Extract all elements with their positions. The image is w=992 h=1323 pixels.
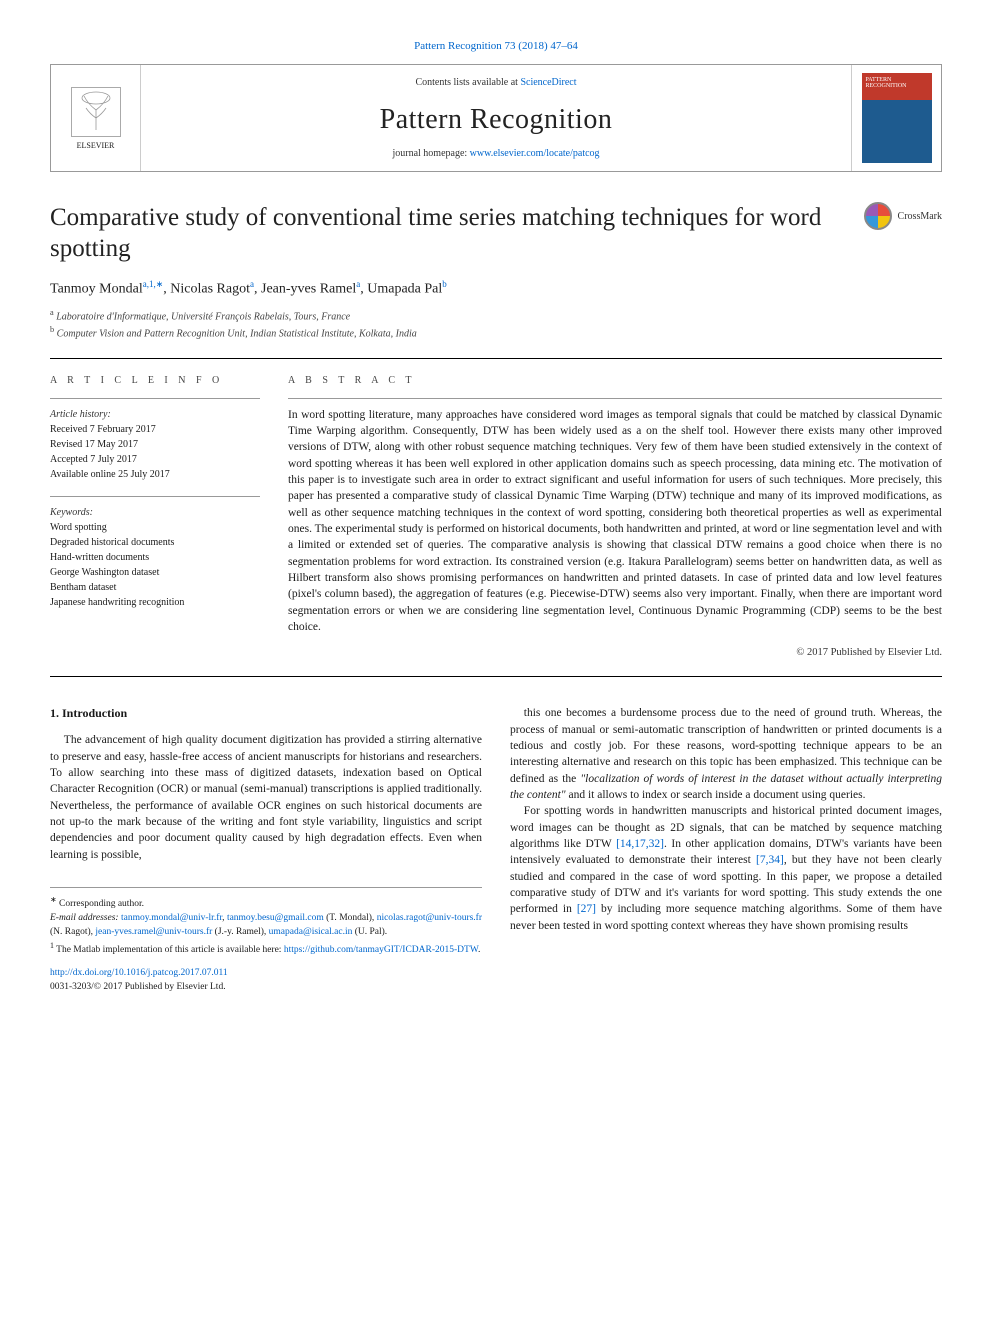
publisher-name: ELSEVIER [77, 141, 115, 150]
accepted-date: Accepted 7 July 2017 [50, 452, 260, 467]
author-3: , Jean-yves Ramel [254, 281, 356, 296]
email-link[interactable]: tanmoy.besu@gmail.com [227, 913, 324, 923]
keyword: Bentham dataset [50, 580, 260, 595]
email-link[interactable]: nicolas.ragot@univ-tours.fr [377, 913, 482, 923]
revised-date: Revised 17 May 2017 [50, 437, 260, 452]
journal-name: Pattern Recognition [151, 104, 841, 136]
history-block: Article history: Received 7 February 201… [50, 398, 260, 482]
journal-reference: Pattern Recognition 73 (2018) 47–64 [50, 40, 942, 52]
article-info-heading: A R T I C L E I N F O [50, 375, 260, 386]
affiliation-a: a Laboratoire d'Informatique, Université… [50, 307, 942, 324]
email-name: (T. Mondal), [324, 913, 377, 923]
author-2: , Nicolas Ragot [163, 281, 250, 296]
issn-copyright: 0031-3203/© 2017 Published by Elsevier L… [50, 982, 226, 992]
intro-heading: 1. Introduction [50, 705, 482, 722]
author-1: Tanmoy Mondal [50, 281, 143, 296]
affil-b-text: Computer Vision and Pattern Recognition … [54, 329, 417, 340]
author-4: , Umapada Pal [360, 281, 442, 296]
article-title: Comparative study of conventional time s… [50, 202, 844, 265]
email-link[interactable]: jean-yves.ramel@univ-tours.fr [95, 927, 212, 937]
title-row: Comparative study of conventional time s… [50, 202, 942, 265]
bottom-rule [50, 676, 942, 677]
homepage-prefix: journal homepage: [392, 148, 469, 159]
abstract: A B S T R A C T In word spotting literat… [288, 375, 942, 659]
email-name: (N. Ragot), [50, 927, 95, 937]
history-label: Article history: [50, 407, 260, 422]
citation-link[interactable]: [7,34] [756, 854, 784, 866]
body-columns: 1. Introduction The advancement of high … [50, 705, 942, 994]
abstract-text: In word spotting literature, many approa… [288, 398, 942, 636]
publisher-logo: ELSEVIER [51, 65, 141, 171]
citation-link[interactable]: [14,17,32] [616, 838, 664, 850]
column-left: 1. Introduction The advancement of high … [50, 705, 482, 994]
homepage-line: journal homepage: www.elsevier.com/locat… [151, 148, 841, 159]
footnote-1-text: The Matlab implementation of this articl… [54, 945, 284, 955]
author-4-sup: b [442, 279, 447, 289]
affil-a-text: Laboratoire d'Informatique, Université F… [54, 311, 350, 322]
received-date: Received 7 February 2017 [50, 422, 260, 437]
column-right: this one becomes a burdensome process du… [510, 705, 942, 994]
email-addresses: E-mail addresses: tanmoy.mondal@univ-lr.… [50, 912, 482, 940]
header-center: Contents lists available at ScienceDirec… [141, 65, 851, 171]
keyword: George Washington dataset [50, 565, 260, 580]
abstract-heading: A B S T R A C T [288, 375, 942, 386]
cover-thumbnail: PATTERN RECOGNITION [862, 73, 932, 163]
intro-para-3: For spotting words in handwritten manusc… [510, 803, 942, 934]
keyword: Word spotting [50, 520, 260, 535]
copyright-line: © 2017 Published by Elsevier Ltd. [288, 647, 942, 658]
journal-header: ELSEVIER Contents lists available at Sci… [50, 64, 942, 172]
intro-para-2: this one becomes a burdensome process du… [510, 705, 942, 803]
email-label: E-mail addresses: [50, 913, 121, 923]
intro-para-1: The advancement of high quality document… [50, 732, 482, 863]
affiliations: a Laboratoire d'Informatique, Université… [50, 307, 942, 342]
article-info: A R T I C L E I N F O Article history: R… [50, 375, 260, 659]
affiliation-b: b Computer Vision and Pattern Recognitio… [50, 324, 942, 341]
keyword: Hand-written documents [50, 550, 260, 565]
keywords-label: Keywords: [50, 505, 260, 520]
journal-cover: PATTERN RECOGNITION [851, 65, 941, 171]
author-1-sup: a,1,∗ [143, 279, 164, 289]
online-date: Available online 25 July 2017 [50, 467, 260, 482]
citation-link[interactable]: [27] [577, 903, 596, 915]
github-link[interactable]: https://github.com/tanmayGIT/ICDAR-2015-… [284, 945, 478, 955]
journal-ref-link[interactable]: Pattern Recognition 73 (2018) 47–64 [414, 40, 578, 52]
footnote-1: 1 The Matlab implementation of this arti… [50, 940, 482, 958]
crossmark-badge[interactable]: CrossMark [864, 202, 942, 230]
sciencedirect-link[interactable]: ScienceDirect [520, 77, 576, 88]
elsevier-tree-icon [71, 87, 121, 137]
doi-block: http://dx.doi.org/10.1016/j.patcog.2017.… [50, 967, 482, 994]
cover-text: PATTERN RECOGNITION [866, 77, 907, 89]
crossmark-label: CrossMark [898, 211, 942, 222]
crossmark-icon [864, 202, 892, 230]
keyword: Degraded historical documents [50, 535, 260, 550]
contents-line: Contents lists available at ScienceDirec… [151, 77, 841, 88]
p2-tail: and it allows to index or search inside … [566, 789, 866, 801]
page: Pattern Recognition 73 (2018) 47–64 ELSE… [0, 0, 992, 1024]
keyword: Japanese handwriting recognition [50, 595, 260, 610]
keywords-block: Keywords: Word spotting Degraded histori… [50, 496, 260, 610]
corresponding-author: ∗ ∗ Corresponding author.Corresponding a… [50, 894, 482, 912]
footnote-1-tail: . [478, 945, 480, 955]
contents-prefix: Contents lists available at [415, 77, 520, 88]
homepage-link[interactable]: www.elsevier.com/locate/patcog [470, 148, 600, 159]
email-link[interactable]: tanmoy.mondal@univ-lr.fr [121, 913, 222, 923]
doi-link[interactable]: http://dx.doi.org/10.1016/j.patcog.2017.… [50, 968, 228, 978]
authors: Tanmoy Mondala,1,∗, Nicolas Ragota, Jean… [50, 279, 942, 298]
email-link[interactable]: umapada@isical.ac.in [269, 927, 353, 937]
info-abstract-row: A R T I C L E I N F O Article history: R… [50, 359, 942, 677]
footnotes: ∗ ∗ Corresponding author.Corresponding a… [50, 887, 482, 957]
email-name: (U. Pal). [352, 927, 387, 937]
email-name: (J.-y. Ramel), [212, 927, 268, 937]
